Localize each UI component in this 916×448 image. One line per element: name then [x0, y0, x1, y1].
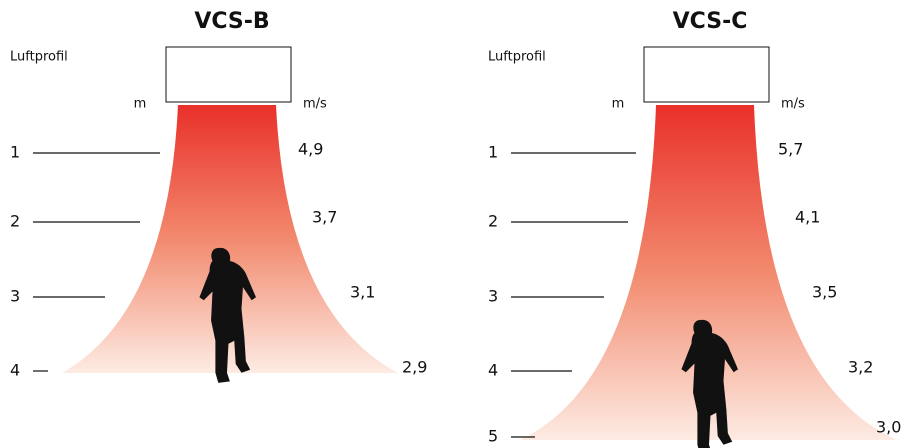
unit-box — [165, 46, 292, 103]
speed-label: 4,1 — [795, 208, 820, 227]
panel: VCS-B Luftprofil m m/s 1 2 3 4 4,9 3,7 3,1 2,9 — [10, 9, 427, 383]
speed-unit: m/s — [303, 97, 327, 112]
air-plume — [520, 105, 897, 440]
unit-box — [643, 46, 770, 103]
panel-title: VCS-C — [673, 9, 748, 34]
distance-unit: m — [612, 97, 625, 112]
speed-label: 3,7 — [312, 208, 337, 227]
distance-label: 3 — [10, 287, 20, 306]
distance-unit: m — [134, 97, 147, 112]
speed-label: 5,7 — [778, 140, 803, 159]
speed-label: 4,9 — [298, 140, 323, 159]
distance-label: 5 — [488, 427, 498, 446]
profile-label: Luftprofil — [488, 50, 546, 65]
profile-label: Luftprofil — [10, 50, 68, 65]
panel: VCS-C Luftprofil m m/s 1 2 3 4 5 5,7 4,1 3,5 3,2 3,0 — [488, 9, 901, 448]
distance-label: 2 — [10, 212, 20, 231]
speed-label: 3,2 — [848, 358, 873, 377]
distance-label: 4 — [10, 361, 20, 380]
distance-label: 4 — [488, 361, 498, 380]
speed-unit: m/s — [781, 97, 805, 112]
air-plume — [62, 105, 398, 373]
speed-label: 3,5 — [812, 283, 837, 302]
distance-label: 1 — [10, 143, 20, 162]
speed-label: 3,1 — [350, 283, 375, 302]
speed-label: 2,9 — [402, 358, 427, 377]
distance-label: 2 — [488, 212, 498, 231]
panel-title: VCS-B — [194, 9, 269, 34]
speed-label: 3,0 — [876, 418, 901, 437]
distance-label: 1 — [488, 143, 498, 162]
distance-label: 3 — [488, 287, 498, 306]
